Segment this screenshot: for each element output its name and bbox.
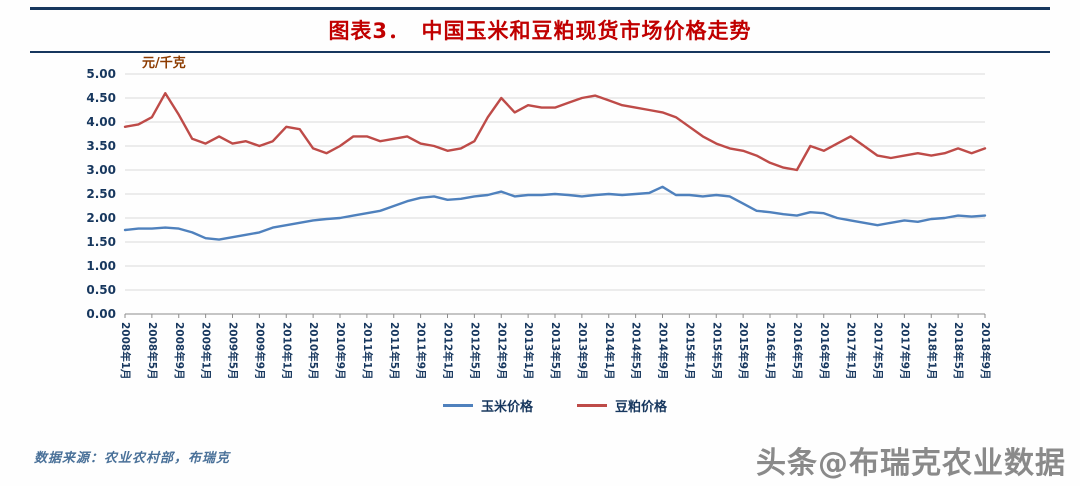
x-tick-label: 2014年5月	[630, 322, 643, 380]
figure-title: 图表3． 中国玉米和豆粕现货市场价格走势	[328, 19, 752, 43]
x-tick-label: 2015年5月	[710, 322, 723, 380]
watermark-text: 头条@布瑞克农业数据	[756, 446, 1066, 481]
price-trend-line-chart: 0.00 0.50 1.00 1.50 2.00 2.50 3.00 3.50 4.00 4.50…	[86, 67, 992, 380]
x-tick-label: 2010年1月	[280, 322, 293, 380]
y-tick-label: 0.50	[86, 283, 116, 297]
figure-header: 图表3． 中国玉米和豆粕现货市场价格走势	[30, 7, 1050, 53]
x-tick-label: 2018年5月	[952, 322, 965, 380]
y-tick-label: 3.00	[86, 163, 116, 177]
x-tick-label: 2016年5月	[791, 322, 804, 380]
x-tick-label: 2014年9月	[657, 322, 670, 380]
x-tick-label: 2011年5月	[388, 322, 401, 380]
y-axis-unit-label: 元/千克	[142, 56, 186, 71]
x-tick-label: 2018年1月	[925, 322, 938, 380]
soymeal-price-line	[123, 92, 987, 172]
x-tick-label: 2013年9月	[576, 322, 589, 380]
y-tick-label: 0.00	[86, 307, 116, 321]
corn-line-swatch	[442, 404, 473, 407]
x-tick-label: 2010年5月	[307, 322, 320, 380]
x-tick-label: 2011年1月	[361, 322, 374, 380]
x-tick-label: 2015年9月	[737, 322, 750, 380]
x-tick-label: 2017年9月	[898, 322, 911, 380]
header-top-rule	[30, 7, 1050, 10]
legend-item-corn: 玉米价格	[442, 396, 533, 415]
x-tick-label: 2008年9月	[173, 322, 186, 380]
legend-label-corn: 玉米价格	[480, 400, 533, 415]
y-tick-label: 2.50	[86, 187, 116, 201]
x-tick-label: 2008年5月	[146, 322, 159, 380]
x-tick-label: 2009年5月	[227, 322, 240, 380]
soymeal-line-swatch	[577, 404, 607, 407]
x-tick-label: 2015年1月	[683, 322, 696, 380]
corn-price-line	[123, 185, 987, 241]
x-tick-label: 2010年9月	[334, 322, 347, 380]
y-tick-label: 4.50	[86, 91, 116, 105]
x-tick-label: 2013年5月	[549, 322, 562, 380]
y-tick-label: 5.00	[86, 67, 116, 81]
x-tick-label: 2012年9月	[495, 322, 508, 380]
y-tick-label: 4.00	[86, 115, 116, 129]
x-tick-label: 2017年1月	[845, 322, 858, 380]
x-tick-label: 2009年1月	[200, 322, 213, 380]
x-tick-label: 2012年1月	[442, 322, 455, 380]
x-tick-label: 2011年9月	[415, 322, 428, 380]
x-tick-label: 2008年1月	[119, 322, 132, 380]
y-tick-label: 1.50	[86, 235, 116, 249]
x-tick-label: 2012年5月	[468, 322, 481, 380]
y-tick-label: 2.00	[86, 211, 116, 225]
y-tick-label: 1.00	[86, 259, 116, 273]
x-tick-label: 2014年1月	[603, 322, 616, 380]
y-tick-label: 3.50	[86, 139, 116, 153]
legend-item-soymeal: 豆粕价格	[577, 396, 667, 415]
legend-label-soymeal: 豆粕价格	[615, 400, 668, 415]
header-bottom-rule	[30, 51, 1050, 53]
x-tick-label: 2017年5月	[872, 322, 885, 380]
data-source-note: 数据来源：农业农村部，布瑞克	[34, 451, 231, 466]
x-tick-label: 2016年1月	[764, 322, 777, 380]
x-tick-label: 2009年9月	[253, 322, 266, 380]
chart-legend: 玉米价格 豆粕价格	[125, 396, 985, 415]
x-tick-label: 2013年1月	[522, 322, 535, 380]
x-tick-label: 2018年9月	[979, 322, 992, 380]
x-tick-label: 2016年9月	[818, 322, 831, 380]
